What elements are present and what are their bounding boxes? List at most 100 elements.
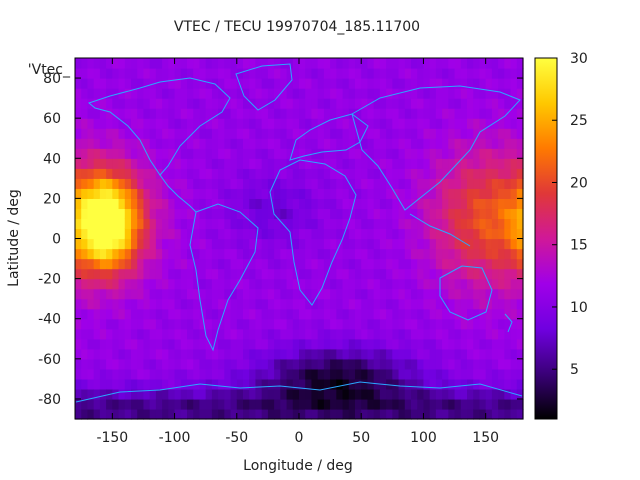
heatmap-cell <box>106 68 113 79</box>
heatmap-cell <box>473 358 481 370</box>
heatmap-cell <box>435 118 443 129</box>
heatmap-cell <box>305 248 313 260</box>
heatmap-cell <box>205 398 213 410</box>
heatmap-cell <box>261 108 269 119</box>
heatmap-cell <box>342 158 350 169</box>
heatmap-cell <box>187 58 194 69</box>
heatmap-cell <box>330 248 337 260</box>
heatmap-cell <box>205 348 213 360</box>
heatmap-cell <box>255 168 263 179</box>
heatmap-cell <box>467 138 474 149</box>
heatmap-cell <box>81 388 89 400</box>
heatmap-cell <box>417 298 425 310</box>
heatmap-cell <box>355 288 362 300</box>
heatmap-cell <box>435 308 443 320</box>
heatmap-cell <box>423 58 431 69</box>
heatmap-cell <box>112 58 120 69</box>
heatmap-cell <box>367 218 375 230</box>
heatmap-cell <box>336 318 344 330</box>
heatmap-cell <box>249 388 257 400</box>
heatmap-cell <box>267 368 275 380</box>
heatmap-cell <box>429 118 437 129</box>
heatmap-cell <box>305 378 313 390</box>
heatmap-cell <box>379 128 387 139</box>
heatmap-cell <box>417 118 425 129</box>
heatmap-cell <box>118 368 126 380</box>
heatmap-cell <box>155 368 163 380</box>
heatmap-cell <box>429 228 437 240</box>
heatmap-cell <box>187 148 194 159</box>
heatmap-cell <box>479 198 487 210</box>
heatmap-cell <box>243 88 250 99</box>
heatmap-cell <box>504 118 512 129</box>
heatmap-cell <box>174 358 182 370</box>
heatmap-cell <box>180 378 188 390</box>
heatmap-cell <box>429 378 437 390</box>
heatmap-cell <box>411 388 418 400</box>
heatmap-cell <box>124 248 132 260</box>
heatmap-cell <box>342 78 350 89</box>
heatmap-cell <box>429 98 437 109</box>
heatmap-cell <box>255 358 263 370</box>
heatmap-cell <box>174 148 182 159</box>
heatmap-cell <box>224 368 232 380</box>
heatmap-cell <box>454 278 462 290</box>
heatmap-cell <box>498 398 505 410</box>
heatmap-cell <box>386 398 393 410</box>
heatmap-cell <box>386 348 393 360</box>
heatmap-cell <box>205 138 213 149</box>
heatmap-cell <box>305 78 313 89</box>
heatmap-cell <box>460 328 468 340</box>
heatmap-cell <box>162 338 169 350</box>
heatmap-cell <box>491 328 499 340</box>
heatmap-cell <box>367 358 375 370</box>
heatmap-cell <box>155 298 163 310</box>
heatmap-cell <box>99 318 107 330</box>
heatmap-cell <box>230 318 238 330</box>
heatmap-cell <box>467 198 474 210</box>
heatmap-cell <box>174 68 182 79</box>
heatmap-cell <box>491 358 499 370</box>
heatmap-cell <box>99 58 107 69</box>
heatmap-cell <box>330 68 337 79</box>
heatmap-cell <box>286 198 294 210</box>
heatmap-cell <box>261 398 269 410</box>
heatmap-cell <box>255 288 263 300</box>
heatmap-cell <box>361 308 369 320</box>
heatmap-cell <box>118 128 126 139</box>
heatmap-cell <box>479 328 487 340</box>
heatmap-cell <box>392 178 400 189</box>
heatmap-cell <box>155 148 163 159</box>
heatmap-cell <box>473 138 481 149</box>
heatmap-cell <box>510 128 518 139</box>
heatmap-cell <box>87 268 95 280</box>
heatmap-cell <box>143 268 151 280</box>
heatmap-cell <box>81 78 89 89</box>
heatmap-cell <box>448 308 456 320</box>
heatmap-cell <box>99 198 107 210</box>
heatmap-cell <box>118 308 126 320</box>
heatmap-cell <box>230 118 238 129</box>
heatmap-cell <box>168 278 176 290</box>
heatmap-cell <box>236 148 244 159</box>
heatmap-cell <box>423 348 431 360</box>
heatmap-cell <box>274 248 281 260</box>
heatmap-cell <box>261 208 269 220</box>
heatmap-cell <box>274 168 281 179</box>
heatmap-cell <box>243 198 250 210</box>
heatmap-cell <box>386 318 393 330</box>
heatmap-cell <box>93 148 101 159</box>
heatmap-cell <box>280 378 288 390</box>
heatmap-cell <box>255 68 263 79</box>
heatmap-cell <box>168 298 176 310</box>
heatmap-cell <box>323 178 331 189</box>
heatmap-cell <box>118 118 126 129</box>
heatmap-cell <box>417 58 425 69</box>
heatmap-cell <box>236 278 244 290</box>
heatmap-cell <box>174 338 182 350</box>
heatmap-cell <box>143 228 151 240</box>
heatmap-cell <box>435 328 443 340</box>
heatmap-cell <box>342 218 350 230</box>
heatmap-cell <box>137 188 145 199</box>
